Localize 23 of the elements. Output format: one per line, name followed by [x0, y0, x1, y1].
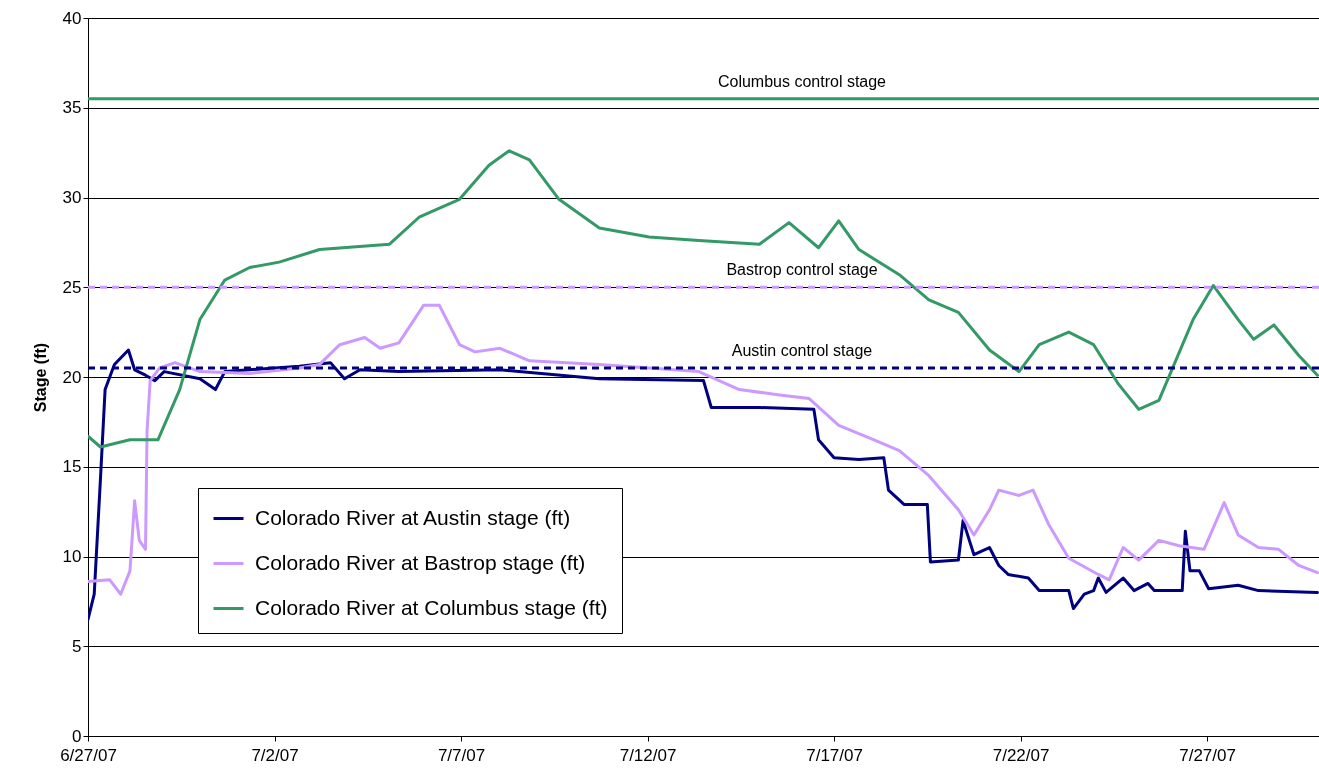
y-tick-label: 35: [62, 98, 82, 118]
ref-line-label: Austin control stage: [731, 342, 873, 360]
x-tick-label: 7/17/07: [806, 745, 863, 765]
y-tick-label: 40: [62, 8, 82, 28]
y-tick-label: 5: [72, 636, 82, 656]
ref-line-label: Bastrop control stage: [726, 261, 878, 279]
legend-label: Colorado River at Austin stage (ft): [255, 505, 571, 529]
y-tick-label: 20: [62, 367, 82, 387]
y-tick-label: 10: [62, 547, 82, 566]
y-tick-label: 0: [72, 726, 82, 746]
x-tick-label: 7/22/07: [992, 745, 1050, 765]
y-tick-label: 30: [62, 188, 82, 207]
x-tick-label: 7/2/07: [251, 745, 299, 765]
x-tick-label: 7/27/07: [1179, 745, 1236, 765]
x-tick-label: 7/7/07: [437, 745, 486, 765]
y-axis-title: Stage (ft): [31, 342, 49, 413]
y-tick-label: 25: [62, 277, 82, 297]
x-tick-label: 6/27/07: [60, 745, 117, 765]
ref-line-label: Columbus control stage: [717, 72, 887, 90]
y-tick-label: 15: [62, 457, 82, 477]
x-tick-label: 7/12/07: [619, 745, 677, 765]
legend-label: Colorado River at Columbus stage (ft): [255, 595, 608, 619]
legend-label: Colorado River at Bastrop stage (ft): [255, 550, 586, 574]
